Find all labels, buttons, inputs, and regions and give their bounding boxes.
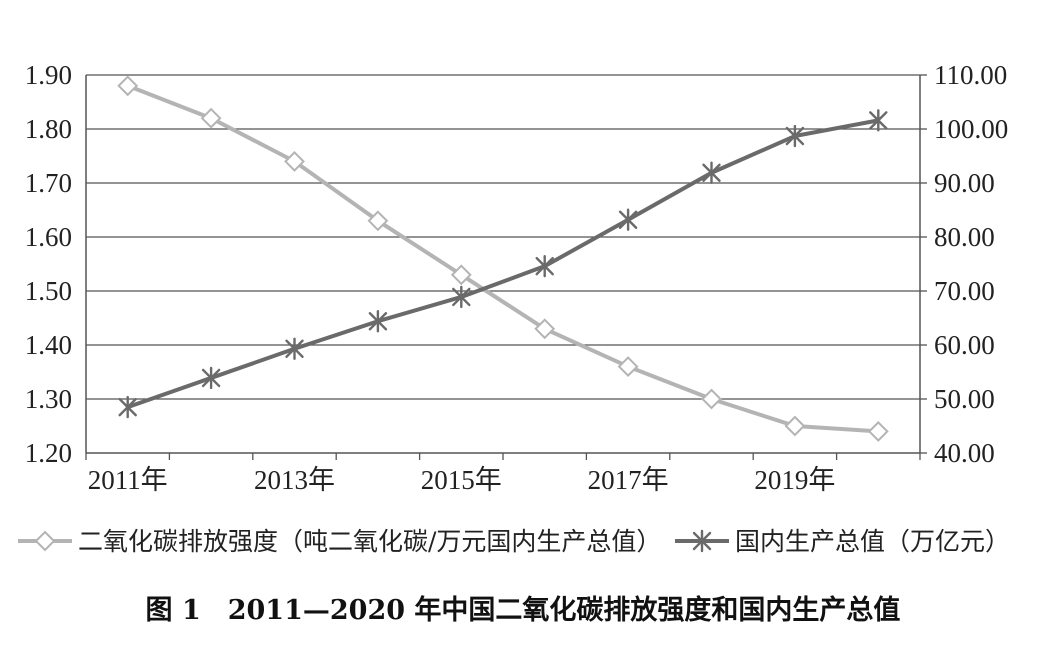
- data-point-diamond: [117, 75, 139, 97]
- data-point-asterisk: [618, 208, 638, 231]
- right-tick-label: 80.00: [934, 222, 995, 252]
- x-tick-label: 2013年: [254, 465, 335, 495]
- data-point-asterisk: [201, 366, 221, 390]
- data-point-diamond: [534, 318, 556, 340]
- left-tick-label: 1.30: [25, 384, 72, 414]
- x-tick-label: 2015年: [421, 465, 502, 495]
- right-tick-label: 100.00: [934, 114, 1008, 144]
- dual-axis-line-chart: 1.901.801.701.601.501.401.301.20 110.001…: [18, 60, 1010, 556]
- data-point-asterisk: [368, 310, 388, 333]
- data-point-diamond: [701, 388, 722, 410]
- data-point-diamond: [367, 210, 389, 232]
- legend-label: 二氧化碳排放强度（吨二氧化碳/万元国内生产总值）: [78, 527, 661, 556]
- x-axis-ticks: 2011年 2013年 2015年 2017年 2019年: [85, 453, 921, 495]
- data-point-asterisk: [535, 254, 554, 278]
- legend-swatch-diamond: [34, 530, 56, 552]
- figure-caption: 图 1 2011—2020 年中国二氧化碳排放强度和国内生产总值: [145, 595, 901, 626]
- right-tick-label: 40.00: [934, 438, 995, 468]
- data-point-diamond: [784, 415, 806, 437]
- right-tick-label: 90.00: [934, 168, 995, 198]
- data-point-asterisk: [118, 395, 137, 419]
- data-point-diamond: [284, 150, 305, 172]
- x-tick-label: 2017年: [588, 465, 669, 495]
- left-tick-label: 1.80: [25, 114, 72, 144]
- legend-label: 国内生产总值（万亿元）: [735, 527, 1010, 556]
- data-point-diamond: [617, 356, 639, 378]
- right-axis-ticks: 110.00 100.00 90.00 80.00 70.00 60.00 50.00 40.…: [920, 60, 1008, 468]
- series-layer: [117, 75, 889, 442]
- right-tick-label: 110.00: [934, 60, 1007, 90]
- x-tick-label: 2019年: [754, 465, 835, 495]
- left-tick-label: 1.20: [25, 438, 72, 468]
- data-point-asterisk: [285, 337, 304, 360]
- data-point-asterisk: [869, 109, 888, 132]
- gridlines: [86, 74, 920, 400]
- left-tick-label: 1.40: [25, 330, 72, 360]
- data-point-diamond: [867, 420, 889, 442]
- data-point-diamond: [450, 264, 472, 286]
- data-point-asterisk: [702, 161, 721, 184]
- left-tick-label: 1.50: [25, 276, 72, 306]
- data-point-asterisk: [452, 285, 471, 309]
- left-tick-label: 1.90: [25, 60, 72, 90]
- left-tick-label: 1.60: [25, 222, 72, 252]
- legend-swatch-asterisk: [692, 529, 712, 553]
- data-point-asterisk: [785, 124, 805, 148]
- right-tick-label: 50.00: [934, 384, 995, 414]
- series-line-2: [127, 118, 879, 409]
- left-axis-ticks: 1.90 1.80 1.70 1.60 1.50 1.40 1.30 1.20: [25, 60, 72, 468]
- legend: 二氧化碳排放强度（吨二氧化碳/万元国内生产总值） 国内生产总值（万亿元）: [18, 527, 1010, 556]
- left-tick-label: 1.70: [25, 168, 72, 198]
- data-point-diamond: [200, 107, 222, 129]
- series-line-1: [126, 83, 879, 434]
- right-tick-label: 60.00: [934, 330, 995, 360]
- x-tick-label: 2011年: [88, 465, 168, 495]
- right-tick-label: 70.00: [934, 276, 995, 306]
